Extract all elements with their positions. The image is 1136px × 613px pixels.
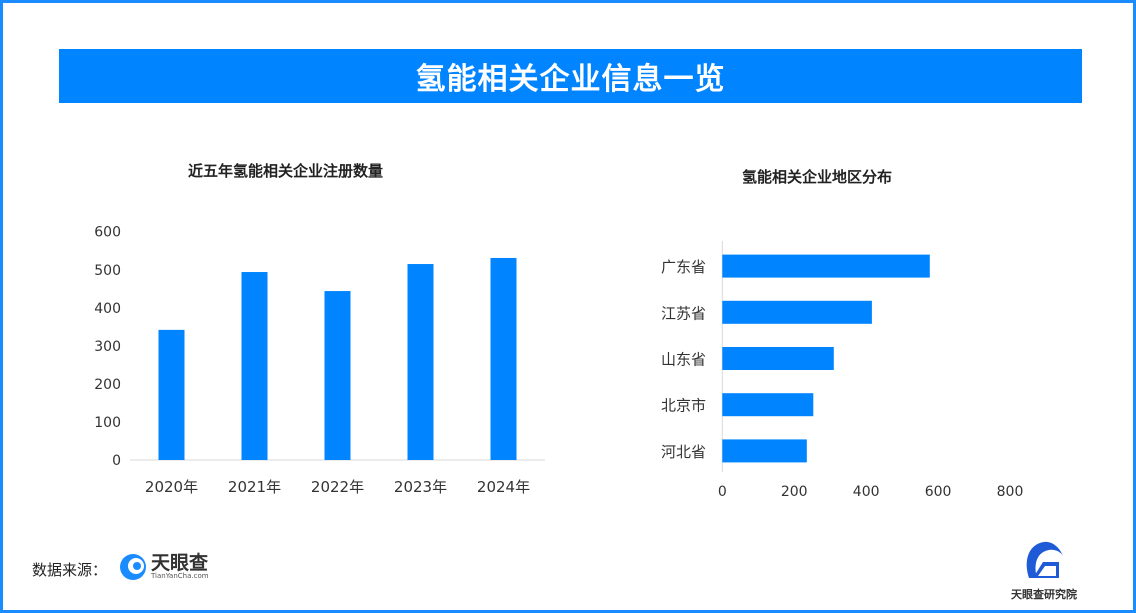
bar-2020年 <box>158 329 185 460</box>
bar-2023年 <box>407 264 434 460</box>
institute-logo-icon <box>1026 541 1063 578</box>
y-category-label: 山东省 <box>661 351 706 369</box>
x-tick-label: 800 <box>997 484 1024 500</box>
y-tick-label: 300 <box>94 339 121 355</box>
logo-sub: TianYanCha.com <box>151 572 209 580</box>
bar-2022年 <box>324 291 351 460</box>
x-tick-label: 2024年 <box>477 478 530 496</box>
bar-chart-title: 近五年氢能相关企业注册数量 <box>188 162 384 180</box>
tianyancha-logo: 天眼查 TianYanCha.com <box>118 552 209 582</box>
y-category-label: 广东省 <box>661 258 706 276</box>
x-tick-label: 2023年 <box>394 478 447 496</box>
page-title: 氢能相关企业信息一览 <box>59 49 1082 103</box>
hbar-山东省 <box>722 347 834 370</box>
x-tick-label: 200 <box>781 484 808 500</box>
y-category-label: 河北省 <box>661 443 706 461</box>
hbar-北京市 <box>722 393 814 417</box>
hbar-江苏省 <box>722 300 872 324</box>
bar-2021年 <box>241 272 268 460</box>
y-tick-label: 200 <box>94 377 121 393</box>
y-tick-label: 400 <box>94 301 121 317</box>
x-tick-label: 400 <box>853 484 880 500</box>
x-tick-label: 2020年 <box>145 478 198 496</box>
y-tick-label: 500 <box>94 263 121 279</box>
y-category-label: 江苏省 <box>661 304 706 322</box>
institute-logo: 天眼查研究院 <box>1004 540 1084 602</box>
logo-name: 天眼查 <box>151 552 209 574</box>
tianyancha-logo-icon <box>120 554 146 580</box>
institute-name: 天眼查研究院 <box>1011 588 1077 601</box>
y-tick-label: 600 <box>94 225 121 241</box>
x-tick-label: 0 <box>718 484 727 500</box>
y-tick-label: 0 <box>112 453 121 469</box>
x-tick-label: 2022年 <box>311 478 364 496</box>
x-tick-label: 600 <box>925 484 952 500</box>
source-label: 数据来源： <box>32 561 108 579</box>
bar-2024年 <box>490 257 517 460</box>
hbar-chart-title: 氢能相关企业地区分布 <box>742 168 893 186</box>
y-category-label: 北京市 <box>661 397 706 415</box>
y-tick-label: 100 <box>94 415 121 431</box>
hbar-广东省 <box>722 254 930 278</box>
x-tick-label: 2021年 <box>228 478 281 496</box>
hbar-河北省 <box>722 439 807 463</box>
